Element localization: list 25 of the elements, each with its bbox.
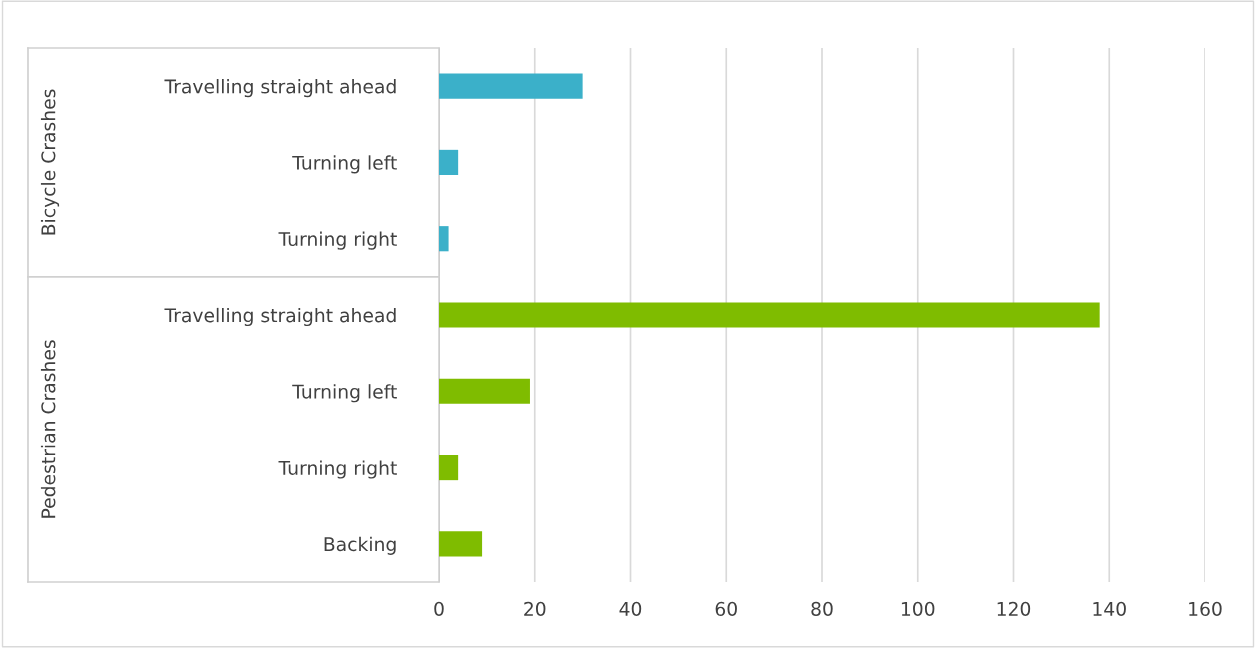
x-tick-label: 160 xyxy=(1189,601,1222,616)
y-tick-label: Travelling straight ahead xyxy=(164,307,396,327)
text: Bicycle Crashes xyxy=(40,89,60,235)
bar xyxy=(439,149,459,176)
bar xyxy=(439,73,583,99)
y-tick-label: Turning left xyxy=(292,384,397,403)
x-tick-label: 100 xyxy=(901,601,935,616)
y-tick-label: Turning right xyxy=(278,460,397,479)
x-tick-label: 120 xyxy=(997,601,1031,616)
x-tick-label: 20 xyxy=(524,601,546,616)
y-tick-label: Backing xyxy=(324,536,396,555)
bar xyxy=(439,454,459,481)
x-tick-label: 60 xyxy=(715,601,737,616)
x-tick-label: 80 xyxy=(811,601,833,616)
x-tick-label: 40 xyxy=(619,601,642,616)
bar xyxy=(439,302,1100,328)
bar xyxy=(439,531,483,557)
x-tick-label: 140 xyxy=(1093,601,1126,616)
bar xyxy=(439,378,530,404)
x-tick-label: 0 xyxy=(434,601,444,616)
y-tick-label: Travelling straight ahead xyxy=(164,79,396,98)
text: Pedestrian Crashes xyxy=(40,340,56,518)
y-tick-label: Turning left xyxy=(292,155,397,174)
bar xyxy=(439,226,449,252)
y-tick-label: Turning right xyxy=(278,231,397,250)
